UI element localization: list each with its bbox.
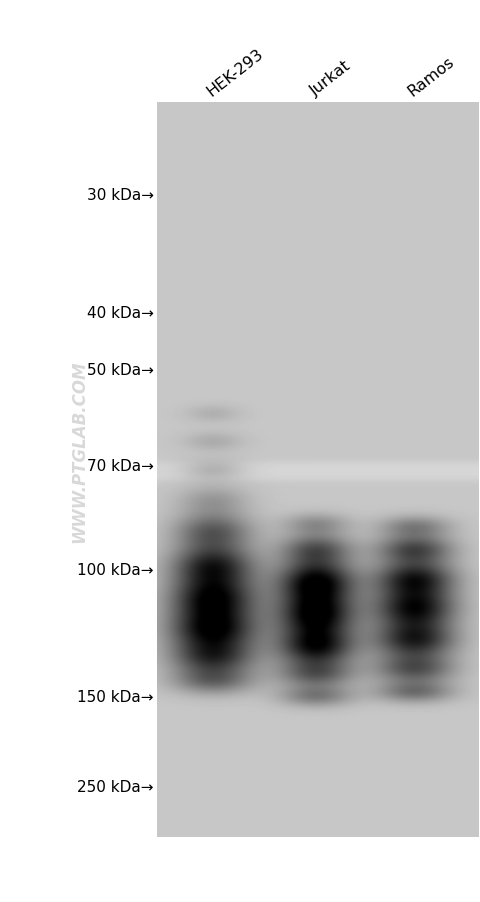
Text: 150 kDa→: 150 kDa→ <box>77 689 154 704</box>
Text: WWW.PTGLAB.COM: WWW.PTGLAB.COM <box>70 360 88 542</box>
Text: 40 kDa→: 40 kDa→ <box>87 306 154 320</box>
Text: 70 kDa→: 70 kDa→ <box>87 459 154 474</box>
Text: 30 kDa→: 30 kDa→ <box>86 189 154 203</box>
Text: 50 kDa→: 50 kDa→ <box>87 363 154 377</box>
Text: Ramos: Ramos <box>406 54 457 99</box>
Text: 250 kDa→: 250 kDa→ <box>77 779 154 794</box>
Text: HEK-293: HEK-293 <box>204 46 266 99</box>
Bar <box>157 104 479 837</box>
Text: 100 kDa→: 100 kDa→ <box>77 563 154 577</box>
Text: Jurkat: Jurkat <box>307 59 354 99</box>
